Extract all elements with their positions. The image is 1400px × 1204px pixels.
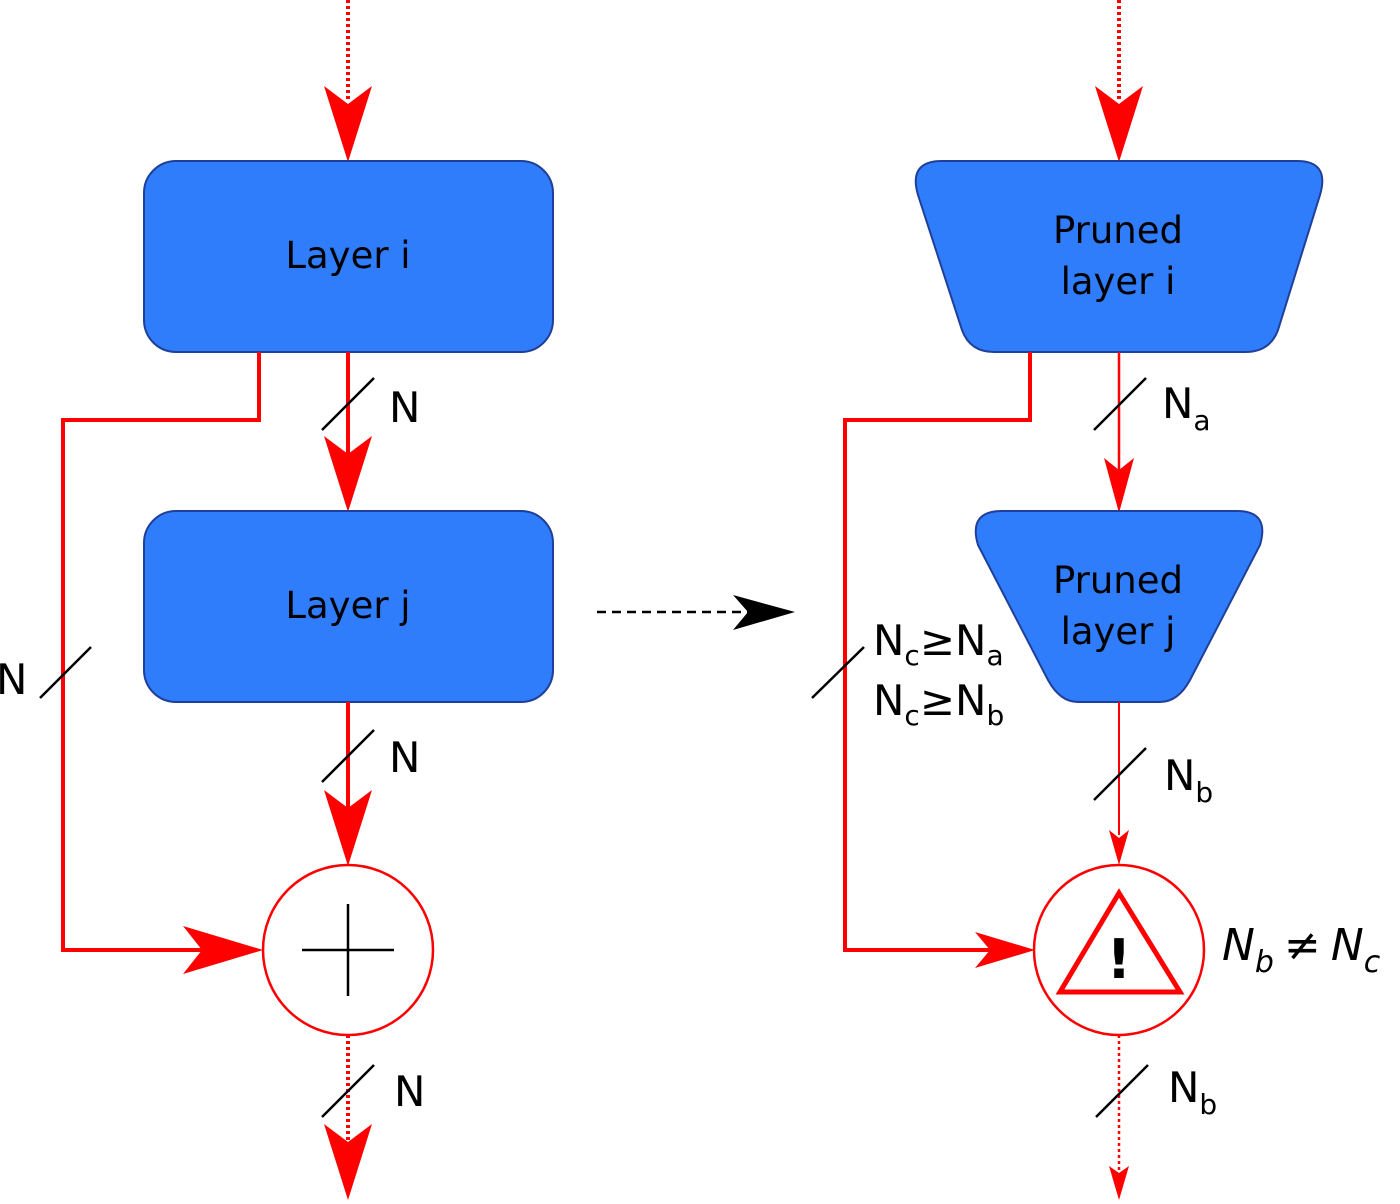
left-output-width-slash	[321, 1064, 375, 1118]
right-input-arrowhead	[1095, 86, 1143, 162]
left-output-arrowhead	[324, 1124, 372, 1200]
warning-exclamation: !	[1107, 928, 1132, 991]
left-j-to-add-width-slash	[321, 729, 375, 783]
left-skip-connection	[61, 352, 261, 952]
right-skip-connection	[843, 352, 1032, 952]
left-i-to-j-arrowhead	[324, 436, 372, 512]
transition-arrowhead	[733, 595, 795, 630]
right-i-to-j-width-label: Na	[1162, 379, 1211, 437]
layer-j-label: Layer j	[285, 584, 410, 627]
layer-i-label: Layer i	[285, 234, 410, 277]
left-j-to-add-width-label: N	[389, 733, 420, 782]
transition-arrow	[597, 595, 795, 630]
left-output-width-label: N	[394, 1067, 425, 1116]
right-output-arrowhead	[1109, 1166, 1129, 1200]
right-j-to-merge-width-slash	[1093, 747, 1147, 801]
right-network: Pruned layer i Na Pruned layer j Nb Nc≥N…	[811, 0, 1381, 1200]
pruned-layer-j-block	[974, 510, 1264, 703]
right-j-to-merge-arrowhead	[1109, 830, 1129, 865]
pruned-layer-i-label-line1: Pruned	[1053, 209, 1183, 252]
left-input-arrowhead	[324, 86, 372, 162]
skip-condition-1: Nc≥Na	[873, 616, 1004, 672]
right-i-to-j-width-slash	[1093, 377, 1147, 431]
pruned-layer-i-label-line2: layer i	[1061, 260, 1176, 303]
right-i-to-j-arrowhead	[1104, 458, 1134, 513]
warning-icon	[1055, 888, 1185, 995]
left-network: Layer i N Layer j N N N	[0, 0, 554, 1200]
right-skip-width-slash	[811, 646, 865, 699]
left-skip-width-label: N	[0, 655, 27, 704]
mismatch-label: Nb ≠ Nc	[1222, 920, 1381, 980]
left-i-to-j-width-slash	[321, 377, 375, 431]
right-j-to-merge-width-label: Nb	[1164, 751, 1213, 809]
pruned-layer-i-block	[914, 160, 1324, 353]
pruned-layer-j-label-line2: layer j	[1061, 610, 1176, 653]
pruned-layer-j-label-line1: Pruned	[1053, 559, 1183, 602]
left-skip-width-slash	[39, 646, 92, 699]
right-output-width-label: Nb	[1168, 1063, 1217, 1121]
left-skip-arrowhead	[183, 926, 263, 974]
right-skip-arrowhead	[975, 932, 1035, 968]
skip-condition-2: Nc≥Nb	[873, 676, 1004, 732]
left-i-to-j-width-label: N	[389, 383, 420, 432]
right-output-width-slash	[1095, 1064, 1149, 1118]
left-j-to-add-arrowhead	[324, 790, 372, 866]
